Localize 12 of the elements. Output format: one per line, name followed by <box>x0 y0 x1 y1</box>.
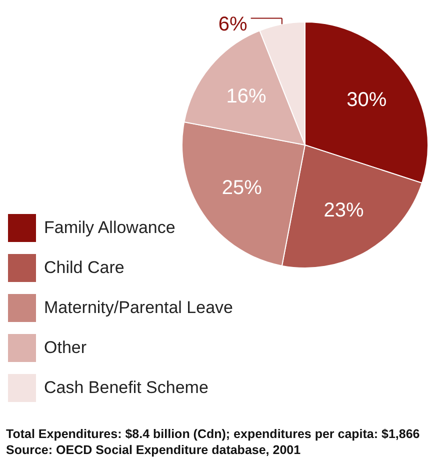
legend-label: Cash Benefit Scheme <box>44 378 208 397</box>
legend-label: Maternity/Parental Leave <box>44 298 233 317</box>
legend-label: Other <box>44 338 87 357</box>
data-label: 25% <box>222 176 262 199</box>
data-label: 23% <box>324 200 364 222</box>
data-label: 16% <box>226 85 266 108</box>
legend-label: Child Care <box>44 258 124 277</box>
data-label: 6% <box>218 13 248 36</box>
text: Total Expenditures: $8.4 billion (Cdn); expenditures per capita: $1,866 <box>6 427 420 441</box>
data-label: 30% <box>346 89 387 112</box>
source-note: Source: OECD Social Expenditure database, 2001 <box>6 443 301 457</box>
legend-label: Family Allowance <box>44 218 176 237</box>
